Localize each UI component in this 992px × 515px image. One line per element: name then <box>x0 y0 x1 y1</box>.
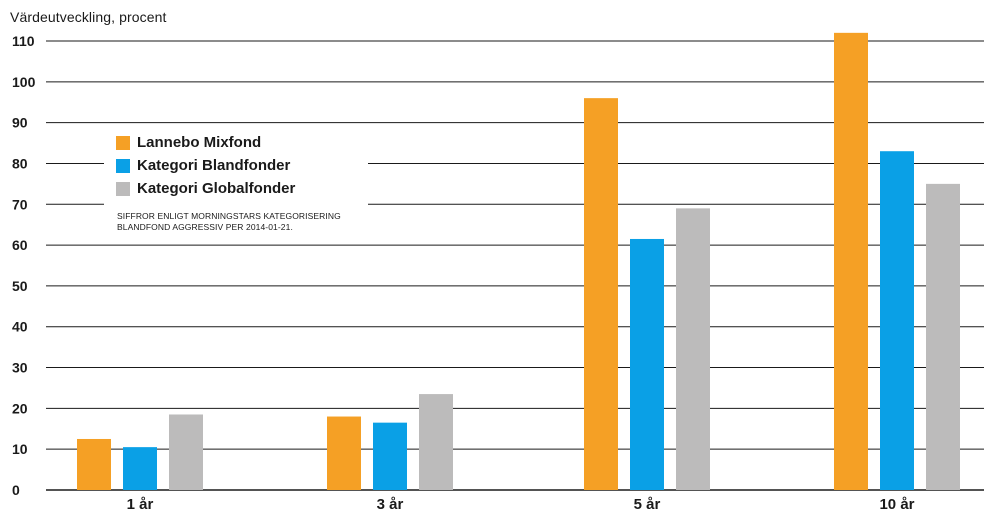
bar <box>419 394 453 490</box>
y-tick-label: 20 <box>12 400 28 416</box>
y-tick-label: 90 <box>12 115 28 131</box>
y-tick-label: 40 <box>12 319 28 335</box>
source-note: SIFFROR ENLIGT MORNINGSTARS KATEGORISERI… <box>117 211 341 233</box>
x-tick-label: 1 år <box>127 496 154 513</box>
bar <box>373 422 407 490</box>
y-tick-label: 100 <box>12 74 36 90</box>
bar <box>584 98 618 491</box>
bar <box>77 438 111 490</box>
legend-item-globalfonder: Kategori Globalfonder <box>116 177 295 200</box>
bar <box>123 447 157 490</box>
bar <box>880 151 914 490</box>
legend-swatch <box>116 158 130 173</box>
y-tick-label: 30 <box>12 360 28 376</box>
x-tick-labels: 1 år 3 år 5 år 10 år <box>127 496 915 513</box>
gridlines <box>46 40 984 491</box>
bar <box>327 416 361 490</box>
source-note-line: SIFFROR ENLIGT MORNINGSTARS KATEGORISERI… <box>117 211 341 221</box>
legend-background <box>104 125 368 243</box>
x-tick-label: 10 år <box>879 496 914 513</box>
source-note-line: BLANDFOND AGGRESSIV PER 2014-01-21. <box>117 222 293 232</box>
legend-label: Lannebo Mixfond <box>137 134 262 151</box>
y-tick-labels: 0 10 20 30 40 50 60 70 80 90 100 110 <box>12 33 36 498</box>
y-tick-label: 10 <box>12 441 28 457</box>
bar <box>630 238 664 490</box>
y-tick-label: 80 <box>12 155 28 171</box>
bar <box>169 414 203 490</box>
y-tick-label: 60 <box>12 237 28 253</box>
legend-item-blandfonder: Kategori Blandfonder <box>116 154 295 177</box>
y-tick-label: 0 <box>12 482 20 498</box>
legend-label: Kategori Globalfonder <box>137 180 296 197</box>
x-tick-label: 5 år <box>634 496 661 513</box>
legend-swatch <box>116 181 130 196</box>
bar <box>676 208 710 490</box>
y-tick-label: 70 <box>12 196 28 212</box>
x-tick-label: 3 år <box>377 496 404 513</box>
y-tick-label: 110 <box>12 33 35 49</box>
legend-label: Kategori Blandfonder <box>137 157 291 174</box>
bar <box>834 32 868 490</box>
legend-item-lannebo: Lannebo Mixfond <box>116 131 295 154</box>
y-tick-label: 50 <box>12 278 28 294</box>
legend-swatch <box>116 135 130 150</box>
y-axis-title: Värdeutveckling, procent <box>10 9 167 25</box>
bars <box>77 32 960 491</box>
legend: Lannebo Mixfond Kategori Blandfonder Kat… <box>116 131 295 200</box>
bar <box>926 183 960 490</box>
